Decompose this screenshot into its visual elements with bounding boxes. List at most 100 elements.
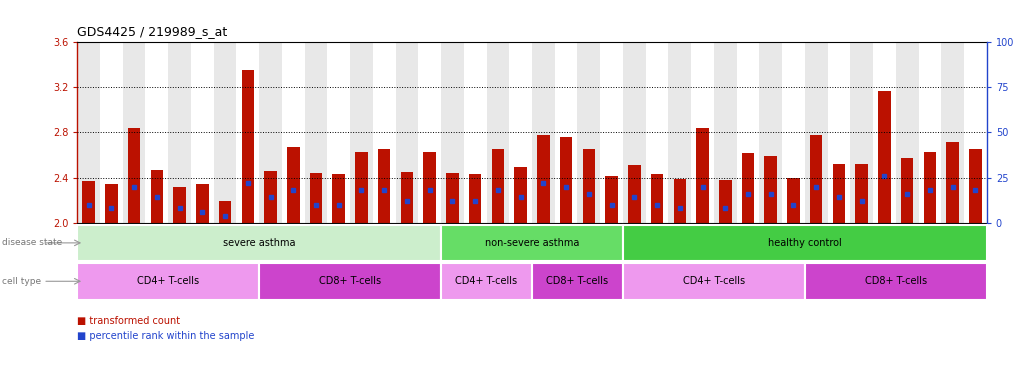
Bar bbox=[719, 180, 731, 223]
Bar bbox=[401, 172, 413, 223]
Bar bbox=[674, 179, 686, 223]
Text: CD4+ T-cells: CD4+ T-cells bbox=[683, 276, 745, 286]
Bar bbox=[373, 42, 396, 223]
Bar bbox=[804, 263, 987, 300]
Bar bbox=[168, 42, 191, 223]
Bar bbox=[328, 42, 350, 223]
Bar bbox=[305, 42, 328, 223]
Bar bbox=[173, 187, 185, 223]
Bar bbox=[646, 42, 668, 223]
Bar bbox=[418, 42, 441, 223]
Bar bbox=[583, 149, 595, 223]
Bar bbox=[446, 173, 458, 223]
Bar bbox=[623, 263, 804, 300]
Bar bbox=[191, 42, 213, 223]
Bar bbox=[241, 70, 254, 223]
Bar bbox=[77, 225, 441, 261]
Bar bbox=[396, 42, 418, 223]
Text: CD8+ T-cells: CD8+ T-cells bbox=[319, 276, 381, 286]
Bar bbox=[423, 152, 436, 223]
Bar bbox=[145, 42, 168, 223]
Bar bbox=[464, 42, 486, 223]
Bar bbox=[832, 164, 846, 223]
Bar bbox=[714, 42, 736, 223]
Text: GDS4425 / 219989_s_at: GDS4425 / 219989_s_at bbox=[77, 25, 228, 38]
Bar bbox=[310, 173, 322, 223]
Bar bbox=[651, 174, 663, 223]
Bar bbox=[879, 91, 891, 223]
Bar bbox=[260, 42, 282, 223]
Text: CD8+ T-cells: CD8+ T-cells bbox=[546, 276, 609, 286]
Text: CD4+ T-cells: CD4+ T-cells bbox=[137, 276, 199, 286]
Bar bbox=[441, 263, 533, 300]
Bar bbox=[919, 42, 941, 223]
Bar bbox=[82, 181, 95, 223]
Bar bbox=[491, 149, 504, 223]
Bar bbox=[964, 42, 987, 223]
Bar bbox=[606, 177, 618, 223]
Bar bbox=[742, 153, 754, 223]
Bar bbox=[578, 42, 600, 223]
Bar bbox=[896, 42, 919, 223]
Bar bbox=[764, 156, 777, 223]
Bar bbox=[237, 42, 260, 223]
Bar bbox=[509, 42, 531, 223]
Bar bbox=[782, 42, 804, 223]
Bar bbox=[668, 42, 691, 223]
Bar bbox=[533, 263, 623, 300]
Bar bbox=[265, 171, 277, 223]
Bar bbox=[100, 42, 123, 223]
Bar bbox=[947, 141, 959, 223]
Bar bbox=[218, 201, 232, 223]
Bar bbox=[941, 42, 964, 223]
Bar bbox=[514, 167, 527, 223]
Bar bbox=[555, 42, 578, 223]
Bar bbox=[736, 42, 759, 223]
Bar bbox=[600, 42, 623, 223]
Bar bbox=[827, 42, 851, 223]
Text: severe asthma: severe asthma bbox=[222, 238, 296, 248]
Bar bbox=[378, 149, 390, 223]
Bar bbox=[696, 128, 709, 223]
Bar bbox=[77, 42, 100, 223]
Text: ■ percentile rank within the sample: ■ percentile rank within the sample bbox=[77, 331, 254, 341]
Bar bbox=[901, 159, 914, 223]
Bar bbox=[196, 184, 208, 223]
Bar bbox=[924, 152, 936, 223]
Bar bbox=[469, 174, 481, 223]
Bar bbox=[260, 263, 441, 300]
Bar bbox=[537, 135, 550, 223]
Bar bbox=[355, 152, 368, 223]
Bar bbox=[333, 174, 345, 223]
Bar bbox=[287, 147, 300, 223]
Text: CD4+ T-cells: CD4+ T-cells bbox=[455, 276, 518, 286]
Bar bbox=[486, 42, 509, 223]
Bar bbox=[77, 263, 260, 300]
Text: disease state: disease state bbox=[2, 238, 62, 247]
Bar bbox=[128, 128, 140, 223]
Bar bbox=[628, 165, 641, 223]
Bar bbox=[105, 184, 117, 223]
Text: ■ transformed count: ■ transformed count bbox=[77, 316, 180, 326]
Text: CD8+ T-cells: CD8+ T-cells bbox=[865, 276, 927, 286]
Text: healthy control: healthy control bbox=[768, 238, 842, 248]
Bar bbox=[533, 42, 555, 223]
Bar bbox=[123, 42, 145, 223]
Bar bbox=[804, 42, 827, 223]
Bar bbox=[350, 42, 373, 223]
Bar bbox=[969, 149, 982, 223]
Bar bbox=[623, 225, 987, 261]
Text: cell type: cell type bbox=[2, 277, 41, 286]
Bar bbox=[787, 178, 799, 223]
Bar bbox=[759, 42, 782, 223]
Bar bbox=[691, 42, 714, 223]
Text: non-severe asthma: non-severe asthma bbox=[485, 238, 579, 248]
Bar bbox=[851, 42, 873, 223]
Bar bbox=[810, 135, 823, 223]
Bar bbox=[441, 225, 623, 261]
Bar bbox=[856, 164, 868, 223]
Bar bbox=[623, 42, 646, 223]
Bar bbox=[213, 42, 237, 223]
Bar bbox=[560, 137, 573, 223]
Bar bbox=[873, 42, 896, 223]
